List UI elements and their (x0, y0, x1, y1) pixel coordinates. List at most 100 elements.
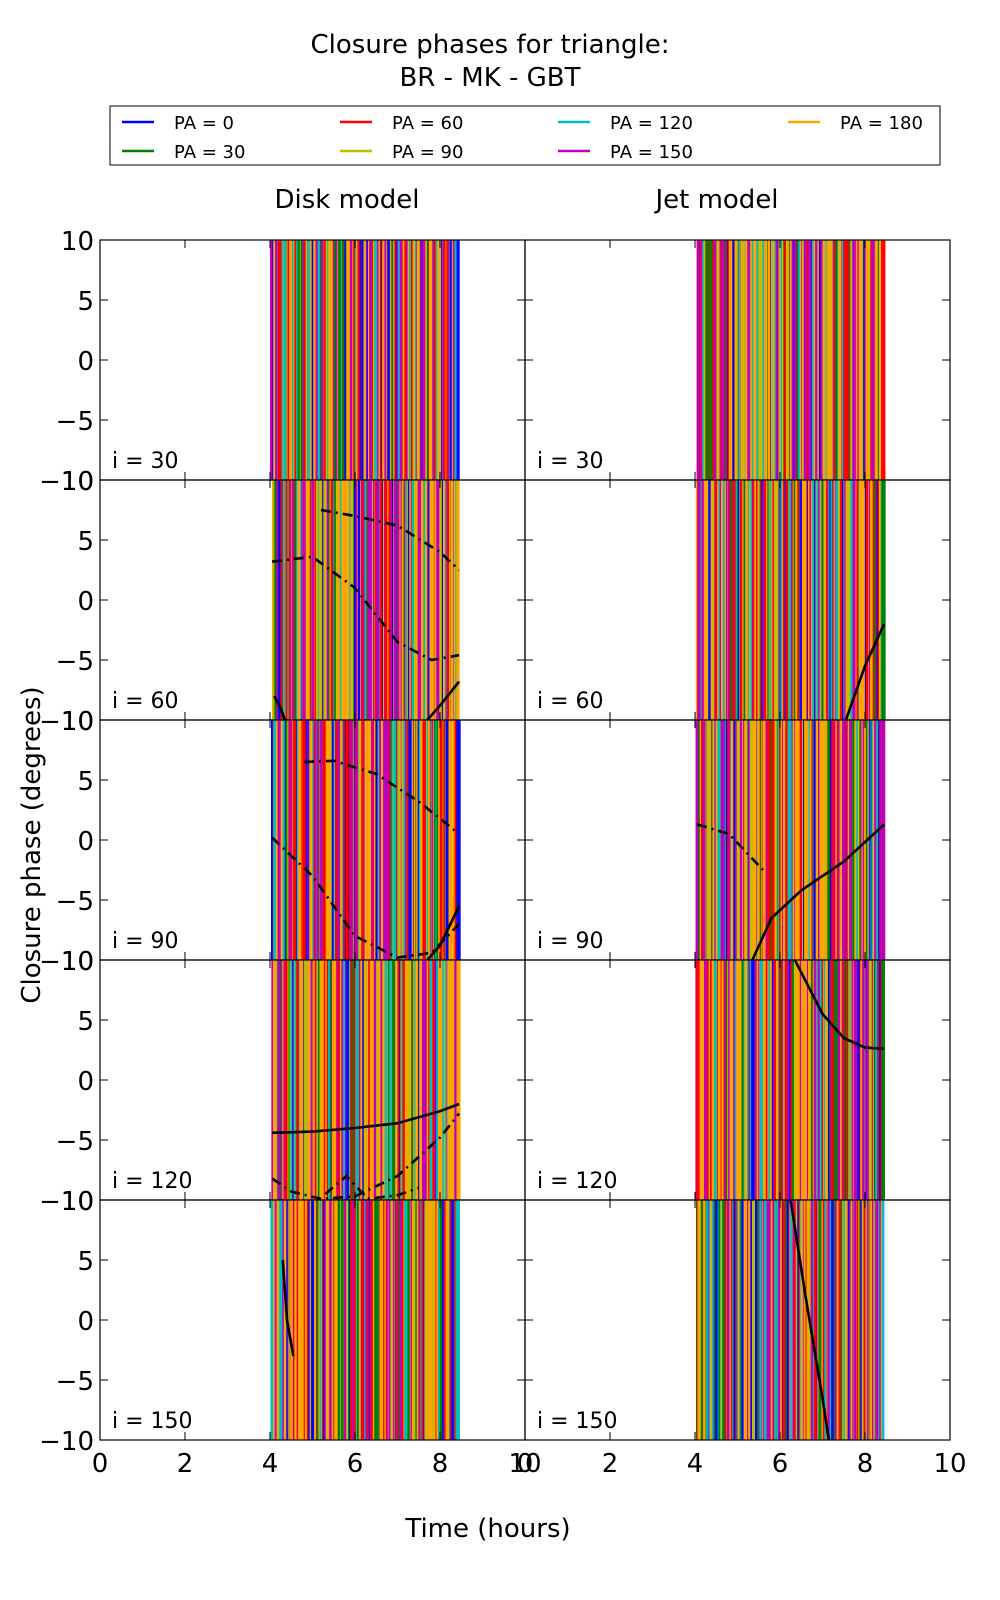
inclination-label: i = 30 (112, 449, 179, 474)
x-tick-label: 4 (687, 1449, 704, 1479)
black-model-curve (324, 1174, 420, 1200)
y-tick-label: 5 (77, 767, 94, 797)
y-tick-label: 10 (61, 707, 94, 737)
legend-box (109, 105, 941, 166)
panel-jet-1: i = 30 (524, 239, 951, 481)
x-tick-label: 8 (432, 1449, 449, 1479)
legend-label: PA = 150 (610, 142, 693, 163)
legend-label: PA = 30 (174, 142, 245, 163)
panel-plot-area (695, 720, 886, 960)
x-tick-label: 2 (602, 1449, 619, 1479)
y-tick-label: −5 (56, 1367, 94, 1397)
black-model-curve (696, 823, 764, 871)
inclination-label: i = 150 (537, 1409, 618, 1434)
black-model-curve (271, 555, 460, 662)
panel-disk-3: i = 90 10 5 0 −5 −10 (39, 707, 526, 977)
panel-jet-2: i = 60 (524, 479, 951, 721)
black-model-curve (426, 680, 461, 720)
black-model-curve (272, 1102, 460, 1135)
panel-plot-area (695, 1200, 885, 1440)
y-tick-label: 0 (77, 347, 94, 377)
y-tick-label: −10 (39, 467, 94, 497)
black-model-curve (271, 1112, 461, 1200)
y-tick-label: 5 (77, 1247, 94, 1277)
y-tick-label: 10 (61, 467, 94, 497)
y-tick-label: 10 (61, 227, 94, 257)
y-tick-label: −10 (39, 1427, 94, 1457)
legend-items: PA = 0 PA = 30 PA = 60 PA = 90 PA = 120 PA = … (122, 113, 923, 163)
x-tick-label: 0 (517, 1449, 534, 1479)
black-model-curve (303, 759, 460, 836)
y-tick-label: 0 (77, 827, 94, 857)
legend: PA = 0 PA = 30 PA = 60 PA = 90 PA = 120 PA = … (109, 105, 941, 166)
y-tick-label: −5 (56, 647, 94, 677)
panel-disk-4: i = 120 10 5 0 −5 −10 (39, 947, 526, 1217)
x-tick-label: 8 (857, 1449, 874, 1479)
black-model-curve (793, 960, 885, 1051)
y-axis-label: Closure phase (degrees) (17, 686, 47, 1003)
black-model-curve (271, 836, 461, 959)
column-title-jet: Jet model (653, 185, 778, 215)
black-model-curve (273, 695, 287, 720)
x-tick-label: 2 (177, 1449, 194, 1479)
panel-disk-1: i = 30 10 5 0 −5 −10 (39, 227, 526, 497)
black-model-curve (281, 1259, 295, 1357)
x-tick-label: 10 (933, 1449, 966, 1479)
inclination-label: i = 120 (112, 1169, 193, 1194)
y-tick-label: 0 (77, 1067, 94, 1097)
y-tick-label: −10 (39, 707, 94, 737)
legend-label: PA = 120 (610, 113, 693, 134)
black-model-curve (789, 1200, 831, 1440)
panel-jet-4: i = 120 (524, 959, 951, 1201)
legend-label: PA = 90 (392, 142, 463, 163)
x-axis-label: Time (hours) (404, 1514, 570, 1544)
y-tick-label: 0 (77, 1307, 94, 1337)
y-tick-label: −5 (56, 887, 94, 917)
inclination-label: i = 120 (537, 1169, 618, 1194)
legend-label: PA = 180 (840, 113, 923, 134)
inclination-label: i = 150 (112, 1409, 193, 1434)
panel-plot-area (271, 480, 461, 720)
x-tick-label: 10 (508, 1449, 541, 1479)
inclination-label: i = 60 (112, 689, 179, 714)
black-model-curve (751, 823, 885, 960)
panel-plot-area (695, 960, 885, 1200)
y-tick-label: 0 (77, 587, 94, 617)
y-tick-label: −5 (56, 407, 94, 437)
panel-plot-area (270, 1200, 460, 1440)
legend-label: PA = 60 (392, 113, 463, 134)
y-tick-label: 10 (61, 1187, 94, 1217)
panel-plot-area (695, 480, 886, 720)
y-tick-label: −5 (56, 1127, 94, 1157)
inclination-label: i = 90 (537, 929, 604, 954)
panel-grid: i = 30 10 5 0 −5 −10 i = 60 10 5 0 −5 −10 i = 90 10 5 0… (39, 227, 966, 1479)
panel-jet-3: i = 90 (524, 719, 951, 961)
chart-subtitle: BR - MK - GBT (399, 63, 580, 93)
panel-plot-area (696, 240, 886, 480)
y-tick-label: −10 (39, 947, 94, 977)
x-tick-label: 6 (772, 1449, 789, 1479)
panel-plot-area (270, 720, 461, 960)
y-tick-label: 5 (77, 527, 94, 557)
x-tick-label: 4 (262, 1449, 279, 1479)
panel-plot-area (271, 960, 461, 1200)
inclination-label: i = 90 (112, 929, 179, 954)
y-tick-label: 10 (61, 947, 94, 977)
column-title-disk: Disk model (274, 185, 419, 215)
y-tick-label: 5 (77, 287, 94, 317)
black-model-curve (320, 508, 460, 571)
chart-title: Closure phases for triangle: (311, 30, 670, 60)
legend-label: PA = 0 (174, 113, 234, 134)
inclination-label: i = 60 (537, 689, 604, 714)
black-model-curve (844, 623, 886, 720)
x-tick-label: 0 (92, 1449, 109, 1479)
panel-disk-2: i = 60 10 5 0 −5 −10 (39, 467, 526, 737)
inclination-label: i = 30 (537, 449, 604, 474)
panel-plot-area (269, 240, 460, 480)
y-tick-label: −10 (39, 1187, 94, 1217)
x-tick-label: 6 (347, 1449, 364, 1479)
y-tick-label: 5 (77, 1007, 94, 1037)
